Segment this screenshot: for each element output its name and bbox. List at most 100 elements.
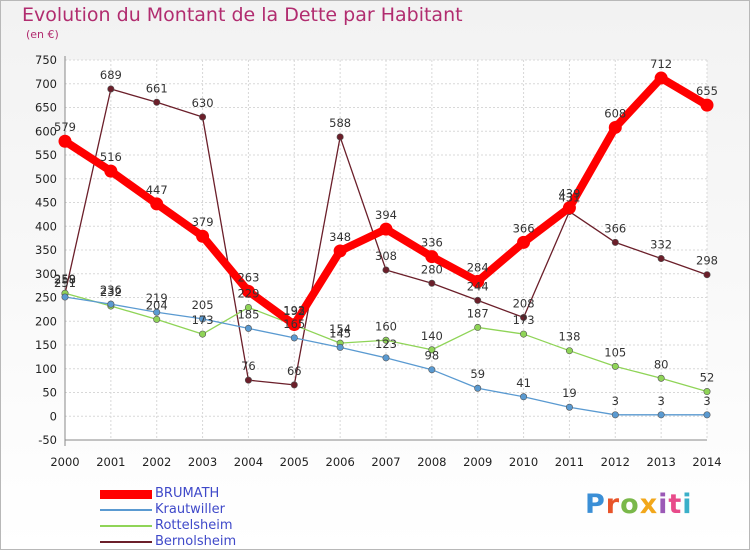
data-point <box>199 113 207 121</box>
data-point <box>471 274 485 288</box>
data-label: 123 <box>375 337 397 351</box>
legend-label: Rottelsheim <box>155 518 233 533</box>
x-tick-label: 2005 <box>280 455 309 469</box>
data-point <box>61 293 69 301</box>
data-point <box>196 229 210 243</box>
data-point <box>290 381 298 389</box>
data-point <box>520 330 528 338</box>
data-label: 284 <box>467 260 489 274</box>
data-label: 140 <box>421 329 443 343</box>
data-label: 192 <box>283 304 305 318</box>
data-point <box>657 411 665 419</box>
y-tick-label: 700 <box>35 77 57 91</box>
data-point <box>244 303 252 311</box>
legend-item: Rottelsheim <box>100 518 236 534</box>
data-label: 173 <box>192 313 214 327</box>
data-label: 244 <box>467 279 489 293</box>
data-point <box>382 354 390 362</box>
data-point <box>611 362 619 370</box>
data-label: 98 <box>425 349 440 363</box>
data-point <box>107 300 115 308</box>
data-point <box>107 85 115 93</box>
data-point <box>241 284 255 298</box>
data-point <box>608 120 622 134</box>
legend-swatch <box>100 509 152 511</box>
x-tick-label: 2011 <box>555 455 584 469</box>
y-tick-label: 300 <box>35 267 57 281</box>
data-label: 366 <box>604 221 626 235</box>
data-label: 229 <box>237 286 259 300</box>
data-label: 251 <box>54 276 76 290</box>
y-tick-label: 150 <box>35 338 57 352</box>
data-point <box>382 266 390 274</box>
y-tick-label: 200 <box>35 314 57 328</box>
logo-letter: o <box>620 489 640 520</box>
y-tick-label: -50 <box>38 433 57 447</box>
data-point <box>428 366 436 374</box>
data-label: 258 <box>54 273 76 287</box>
y-tick-label: 500 <box>35 172 57 186</box>
x-tick-label: 2002 <box>142 455 171 469</box>
data-label: 59 <box>470 367 485 381</box>
data-label: 173 <box>513 313 535 327</box>
data-point <box>153 315 161 323</box>
y-tick-label: 550 <box>35 148 57 162</box>
x-tick-label: 2009 <box>463 455 492 469</box>
data-label: 154 <box>329 322 351 336</box>
chart-subtitle: (en €) <box>26 28 59 41</box>
data-point <box>336 343 344 351</box>
data-label: 3 <box>703 394 710 408</box>
data-point <box>520 393 528 401</box>
data-label: 712 <box>650 57 672 71</box>
data-label: 76 <box>241 359 256 373</box>
data-label: 138 <box>558 330 580 344</box>
x-tick-label: 2014 <box>692 455 721 469</box>
logo-letter: r <box>605 489 621 520</box>
data-label: 165 <box>283 317 305 331</box>
x-tick-label: 2006 <box>326 455 355 469</box>
data-point <box>703 271 711 279</box>
data-point <box>657 255 665 263</box>
data-point <box>700 98 714 112</box>
legend-item: BRUMATH <box>100 486 236 502</box>
data-label: 80 <box>654 357 669 371</box>
data-label: 447 <box>146 183 168 197</box>
data-label: 431 <box>558 191 580 205</box>
data-point <box>562 201 576 215</box>
data-point <box>199 315 207 323</box>
data-label: 298 <box>696 254 718 268</box>
data-label: 259 <box>54 272 76 286</box>
data-label: 205 <box>192 298 214 312</box>
legend-label: Krautwiller <box>155 502 225 517</box>
data-point <box>382 336 390 344</box>
x-tick-label: 2013 <box>647 455 676 469</box>
data-label: 439 <box>558 187 580 201</box>
data-point <box>428 279 436 287</box>
data-label: 516 <box>100 150 122 164</box>
data-point <box>290 334 298 342</box>
data-label: 608 <box>604 106 626 120</box>
data-point <box>287 318 301 332</box>
data-point <box>425 250 439 264</box>
logo-letter: P <box>585 489 606 520</box>
data-point <box>153 98 161 106</box>
data-label: 52 <box>700 371 715 385</box>
y-tick-label: 0 <box>50 409 57 423</box>
data-label: 280 <box>421 262 443 276</box>
data-label: 661 <box>146 81 168 95</box>
y-tick-label: 350 <box>35 243 57 257</box>
data-label: 3 <box>612 394 619 408</box>
data-label: 336 <box>421 236 443 250</box>
data-label: 236 <box>100 283 122 297</box>
data-label: 66 <box>287 364 302 378</box>
data-point <box>428 346 436 354</box>
logo-letter: t <box>668 489 683 520</box>
data-label: 204 <box>146 298 168 312</box>
y-tick-label: 250 <box>35 291 57 305</box>
data-point <box>565 403 573 411</box>
data-point <box>474 296 482 304</box>
data-label: 160 <box>375 319 397 333</box>
data-point <box>703 388 711 396</box>
x-tick-label: 2001 <box>96 455 125 469</box>
legend-label: Bernolsheim <box>155 534 237 549</box>
